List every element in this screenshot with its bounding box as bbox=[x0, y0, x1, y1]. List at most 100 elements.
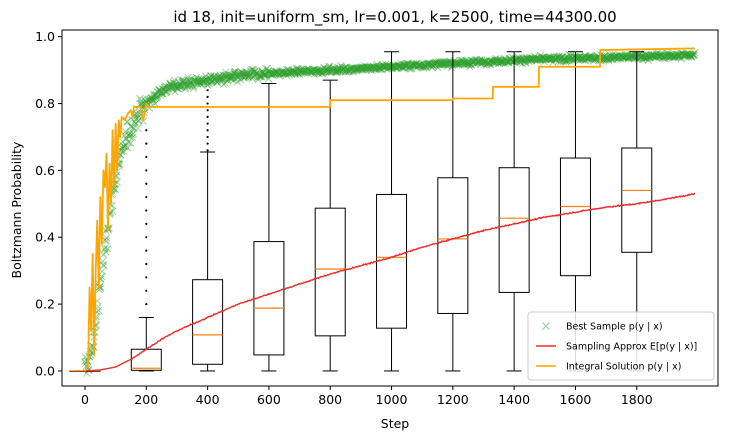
best-sample-marker bbox=[580, 52, 589, 60]
best-sample-marker bbox=[588, 53, 597, 62]
best-sample-marker bbox=[565, 54, 574, 62]
best-sample-marker bbox=[257, 72, 265, 81]
x-tick-label: 200 bbox=[134, 392, 158, 407]
best-sample-marker bbox=[158, 90, 166, 98]
best-sample-marker bbox=[496, 55, 504, 64]
best-sample-marker bbox=[534, 55, 543, 64]
best-sample-marker bbox=[323, 67, 332, 75]
best-sample-marker bbox=[332, 65, 341, 74]
best-sample-marker bbox=[563, 57, 571, 65]
best-sample-marker bbox=[642, 51, 651, 60]
best-sample-marker bbox=[468, 58, 477, 67]
best-sample-marker bbox=[302, 66, 311, 75]
best-sample-marker bbox=[170, 81, 178, 90]
best-sample-marker bbox=[427, 62, 435, 70]
best-sample-marker bbox=[380, 62, 388, 70]
best-sample-marker bbox=[360, 63, 368, 72]
best-sample-marker bbox=[122, 134, 131, 142]
best-sample-marker bbox=[502, 57, 510, 65]
best-sample-marker bbox=[139, 117, 147, 126]
best-sample-marker bbox=[616, 52, 625, 60]
best-sample-marker bbox=[655, 53, 663, 61]
best-sample-marker bbox=[364, 63, 373, 72]
best-sample-marker bbox=[546, 53, 555, 61]
x-tick-label: 1000 bbox=[376, 392, 408, 407]
best-sample-marker bbox=[644, 51, 652, 60]
best-sample-marker bbox=[124, 131, 132, 140]
best-sample-marker bbox=[363, 63, 372, 72]
best-sample-marker bbox=[247, 66, 255, 75]
best-sample-marker bbox=[366, 65, 374, 74]
x-tick-label: 0 bbox=[81, 392, 89, 407]
best-sample-marker bbox=[562, 56, 571, 65]
best-sample-marker bbox=[178, 76, 186, 84]
best-sample-marker bbox=[659, 52, 668, 60]
best-sample-marker bbox=[655, 52, 664, 60]
best-sample-marker bbox=[599, 52, 608, 61]
best-sample-marker bbox=[469, 57, 478, 66]
best-sample-marker bbox=[591, 55, 600, 64]
best-sample-marker bbox=[357, 63, 366, 71]
best-sample-marker bbox=[457, 56, 465, 64]
legend: Best Sample p(y | x) Sampling Approx E[p(… bbox=[527, 311, 715, 381]
best-sample-marker bbox=[318, 69, 326, 77]
best-sample-marker bbox=[371, 65, 379, 74]
best-sample-marker bbox=[345, 67, 353, 75]
best-sample-marker bbox=[239, 70, 248, 79]
best-sample-marker bbox=[585, 52, 593, 61]
best-sample-marker bbox=[579, 55, 588, 63]
best-sample-marker bbox=[213, 78, 221, 86]
best-sample-marker bbox=[111, 185, 120, 194]
box-body bbox=[559, 157, 591, 277]
best-sample-marker bbox=[337, 67, 346, 76]
best-sample-marker bbox=[470, 57, 479, 66]
best-sample-marker bbox=[490, 57, 499, 66]
best-sample-marker bbox=[427, 60, 436, 68]
best-sample-marker bbox=[154, 92, 162, 100]
best-sample-marker bbox=[670, 52, 679, 61]
best-sample-marker bbox=[317, 67, 326, 76]
best-sample-marker bbox=[539, 53, 548, 62]
best-sample-marker bbox=[439, 58, 447, 67]
best-sample-marker bbox=[373, 60, 381, 69]
best-sample-marker bbox=[183, 80, 191, 89]
best-sample-marker bbox=[259, 68, 267, 77]
best-sample-marker bbox=[334, 63, 343, 72]
best-sample-marker bbox=[407, 65, 416, 73]
best-sample-marker bbox=[674, 53, 683, 61]
best-sample-marker bbox=[313, 65, 321, 74]
best-sample-marker bbox=[319, 67, 328, 75]
best-sample-marker bbox=[631, 51, 640, 59]
best-sample-marker bbox=[252, 70, 260, 79]
best-sample-marker bbox=[658, 51, 666, 60]
best-sample-marker bbox=[638, 52, 646, 60]
y-tick-label: 0.2 bbox=[35, 297, 55, 312]
best-sample-marker bbox=[595, 54, 603, 62]
best-sample-marker bbox=[535, 54, 543, 63]
best-sample-marker bbox=[661, 52, 669, 61]
best-sample-marker bbox=[248, 66, 257, 74]
best-sample-marker bbox=[384, 63, 393, 72]
best-sample-marker bbox=[434, 58, 443, 67]
best-sample-marker bbox=[248, 65, 256, 74]
best-sample-marker bbox=[457, 57, 465, 66]
best-sample-marker bbox=[366, 63, 375, 72]
best-sample-marker bbox=[242, 69, 250, 78]
best-sample-marker bbox=[564, 53, 573, 62]
best-sample-marker bbox=[521, 55, 529, 63]
box-outlier bbox=[206, 115, 209, 119]
best-sample-marker bbox=[538, 53, 546, 62]
best-sample-marker bbox=[186, 78, 195, 87]
best-sample-marker bbox=[224, 70, 232, 79]
best-sample-marker bbox=[307, 69, 315, 77]
best-sample-marker bbox=[406, 65, 414, 73]
best-sample-marker bbox=[394, 61, 402, 69]
best-sample-marker bbox=[461, 58, 469, 66]
best-sample-marker bbox=[336, 66, 344, 74]
best-sample-marker bbox=[541, 55, 550, 64]
best-sample-marker bbox=[302, 67, 310, 76]
best-sample-marker bbox=[663, 51, 672, 60]
best-sample-marker bbox=[138, 99, 146, 108]
best-sample-marker bbox=[295, 66, 303, 74]
best-sample-marker bbox=[297, 67, 305, 76]
